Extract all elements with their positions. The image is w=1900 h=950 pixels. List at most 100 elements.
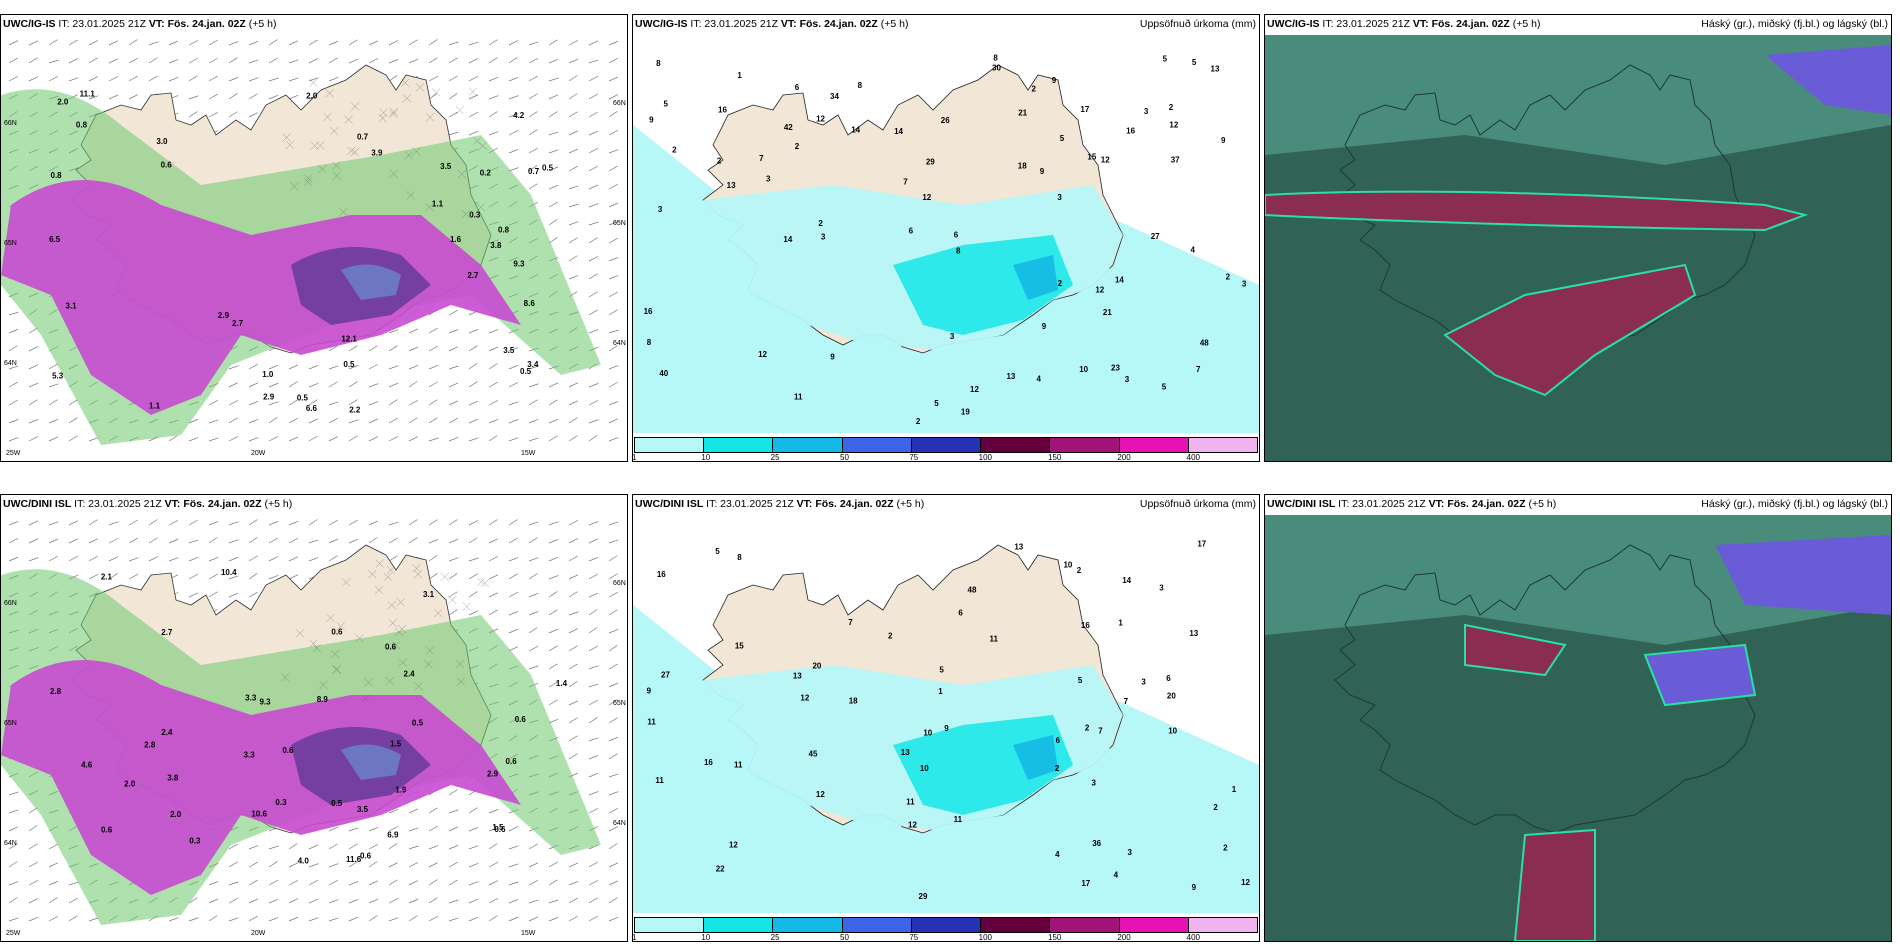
precip-value-label: 2.8 [50,687,62,696]
valid-time: VT: Fös. 24.jan. 02Z [164,498,262,510]
precip-value-label: 11 [734,761,743,770]
precip-value-label: 1.6 [450,235,462,244]
colorbar-swatch [911,438,982,452]
precip-value-label: 3 [1125,375,1130,384]
colorbar-tick-label: 10 [701,453,711,462]
precip-value-label: 1.9 [395,786,407,795]
precip-value-label: 1.5 [492,823,504,832]
precip-value-label: 23 [1111,363,1120,372]
model-name: UWC/IG-IS [3,18,56,30]
colorbar-tick-label: 1 [632,933,637,942]
lat-label-right: 66N [613,580,626,587]
precip-value-label: 11 [906,798,915,807]
colorbar-swatch [1119,918,1189,932]
precip-value-label: 2.7 [232,319,244,328]
precip-land-blue [1013,735,1058,780]
valid-time: VT: Fös. 24.jan. 02Z [148,18,246,30]
precip-value-label: 11 [794,393,803,402]
lon-label: 25W [6,450,21,457]
precip-value-label: 1 [1118,618,1123,627]
colorbar: 1 10 25 50 75 100 150 200 400 [633,915,1259,941]
precip-value-label: 5 [1162,382,1167,391]
init-time: IT: 23.01.2025 21Z [58,18,146,30]
init-time: IT: 23.01.2025 21Z [690,18,778,30]
lead-time: (+5 h) [264,498,293,510]
precip-value-label: 16 [644,307,653,316]
precip-value-label: 48 [968,586,977,595]
precip-land-cyan [893,715,1073,815]
precip-value-label: 11 [655,776,664,785]
init-time: IT: 23.01.2025 21Z [706,498,794,510]
colorbar-tick-label: 150 [1048,933,1062,942]
panel-header: UWC/IG-IS IT: 23.01.2025 21Z VT: Fös. 24… [3,18,276,30]
precip-value-label: 2 [795,142,800,151]
precip-value-labels: 0.3 0.6 0.5 0.6 2.0 1.4 1.5 2.4 2.9 2.8 0.6 4.0 3.8 4… [50,568,568,866]
precip-value-label: 20 [812,662,821,671]
snow-hatch [282,78,487,219]
precip-value-label: 4 [1037,375,1042,384]
panel-accum-precip-igis: UWC/IG-IS IT: 23.01.2025 21Z VT: Fös. 24… [632,14,1260,462]
colorbar-swatch [704,918,774,932]
precip-value-label: 8 [647,338,652,347]
panel-precip-type-dini: UWC/DINI ISL IT: 23.01.2025 21Z VT: Fös.… [0,494,628,942]
precip-value-label: 4 [1055,850,1060,859]
precip-value-label: 2 [1169,103,1174,112]
precip-value-label: 0.6 [360,851,372,860]
precip-value-label: 3 [1091,778,1096,787]
precip-value-label: 13 [1189,629,1198,638]
precip-value-label: 3.0 [156,137,168,146]
precip-value-label: 21 [1018,109,1027,118]
precip-value-label: 18 [849,697,858,706]
precip-value-label: 2.0 [170,810,182,819]
precip-value-label: 37 [1171,156,1180,165]
precip-value-label: 0.3 [189,836,201,845]
precip-value-label: 6 [958,608,963,617]
precip-value-label: 12 [800,694,809,703]
high-cloud-patch [1513,828,1596,941]
precip-value-label: 0.6 [494,825,506,834]
lat-label-right: 64N [613,340,626,347]
precip-value-label: 2.4 [161,728,173,737]
precip-value-label: 10.6 [251,809,267,818]
lon-label: 15W [521,450,536,457]
precip-value-label: 4 [1191,245,1196,254]
panel-header: UWC/DINI ISL IT: 23.01.2025 21Z VT: Fös.… [1267,498,1556,510]
lat-label-left: 66N [4,600,17,607]
precip-value-label: 5 [939,665,944,674]
precip-value-label: 18 [1018,161,1027,170]
panel-header: UWC/IG-IS IT: 23.01.2025 21Z VT: Fös. 24… [1267,18,1540,30]
colorbar-swatches [634,917,1258,933]
precip-value-label: 9 [649,116,654,125]
colorbar-tick-label: 150 [1048,453,1062,462]
colorbar-tick-label: 200 [1117,933,1131,942]
colorbar-tick-label: 100 [978,453,993,462]
cloud-svg [1265,35,1891,461]
colorbar-swatch [981,438,1051,452]
precip-land-blue [1013,255,1058,300]
precip-value-label: 0.8 [498,226,510,235]
precip-value-label: 8 [993,53,998,62]
precip-value-label: 0.6 [515,715,527,724]
precip-value-label: 2 [1085,724,1090,733]
precip-type-svg: 0.3 0.6 0.5 0.6 2.0 1.4 1.5 2.4 2.9 2.8 0.6 4.0 3.8 4… [1,519,626,937]
precip-value-label: 0.8 [76,121,88,130]
precip-value-label: 7 [1124,697,1129,706]
precip-value-label: 6.6 [306,404,318,413]
cloud-map [1265,515,1891,941]
precip-value-label: 13 [1014,542,1023,551]
precip-value-label: 2.2 [349,405,361,414]
precip-value-label: 7 [1098,726,1103,735]
precip-value-label: 10 [1079,365,1088,374]
precip-value-label: 3 [658,205,663,214]
valid-time: VT: Fös. 24.jan. 02Z [780,18,878,30]
precip-magenta [1,660,521,895]
mid-cloud-patch [1715,535,1891,615]
colorbar-tick-label: 75 [909,453,919,462]
precip-value-label: 12 [816,790,825,799]
high-cloud-patch [1464,623,1567,677]
colorbar-tick-label: 400 [1186,933,1201,942]
precip-value-label: 12 [1169,121,1178,130]
lon-label: 20W [251,450,266,457]
precip-value-label: 3 [1057,193,1062,202]
precip-value-label: 6 [954,230,959,239]
